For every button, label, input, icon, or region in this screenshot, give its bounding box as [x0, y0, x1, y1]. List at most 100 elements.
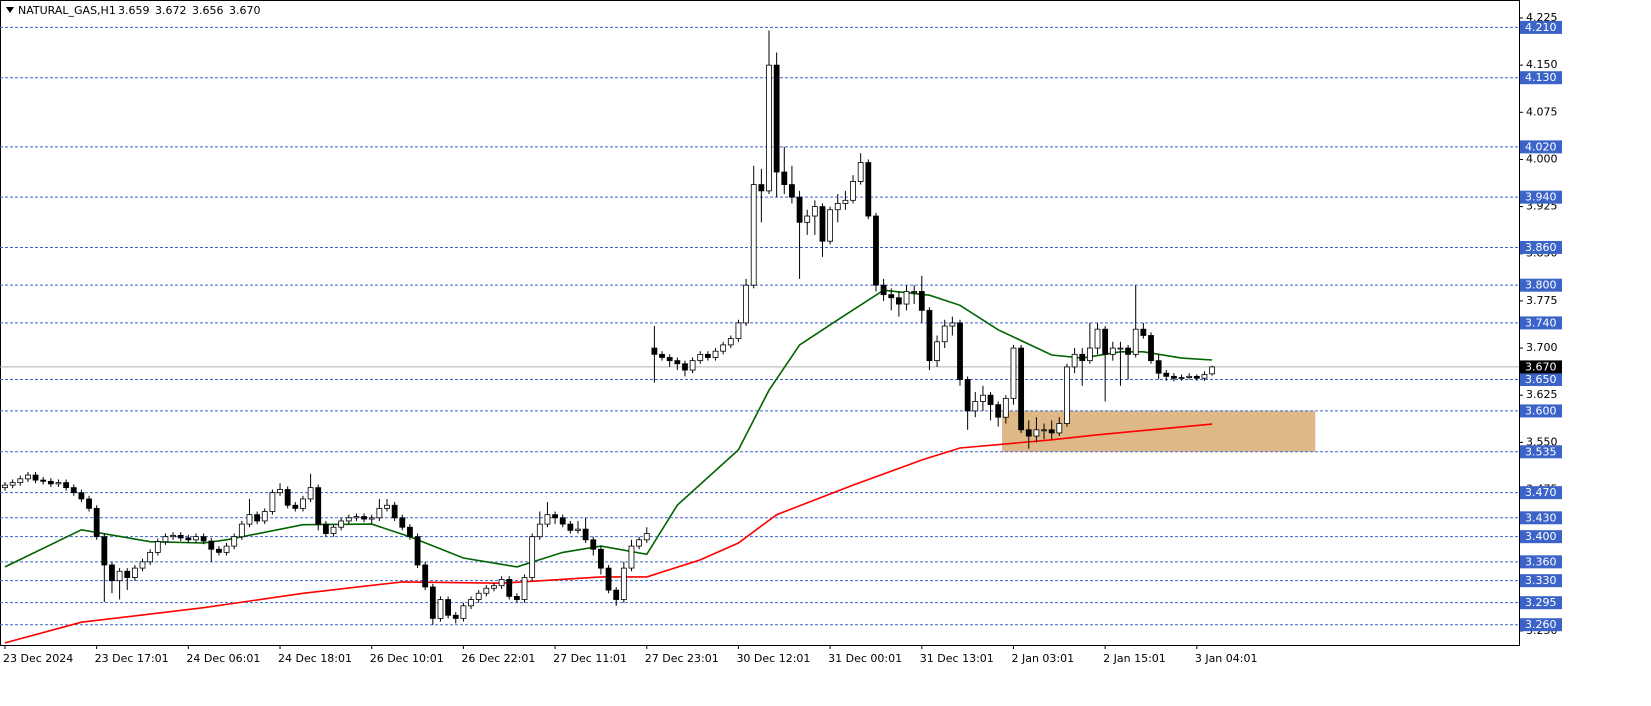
candle-body: [529, 536, 536, 578]
candle-body: [567, 523, 574, 531]
candle-body: [1125, 347, 1131, 355]
candle-body: [32, 474, 39, 481]
candle-body: [811, 206, 818, 217]
candle-body: [590, 539, 597, 550]
candle-body: [987, 394, 994, 406]
candle-body: [850, 181, 856, 201]
candle-body: [407, 526, 413, 538]
candle-body: [1033, 429, 1040, 437]
candle-body: [322, 523, 329, 534]
candle-body: [208, 540, 215, 550]
level-label: 3.470: [1525, 486, 1557, 499]
candle-body: [445, 599, 452, 616]
candle-body: [284, 489, 291, 506]
level-label-box: [1520, 71, 1562, 85]
candle-body: [995, 404, 1002, 418]
candle-body: [40, 479, 47, 482]
candle-body: [918, 291, 925, 311]
candle-body: [1041, 429, 1047, 432]
candle-body: [628, 545, 635, 569]
level-label: 3.600: [1525, 404, 1557, 417]
level-label-box: [1520, 140, 1562, 154]
candle-body: [773, 64, 780, 173]
candle-body: [544, 514, 551, 525]
candle-body: [93, 507, 100, 538]
candle-body: [47, 480, 54, 485]
level-label: 4.210: [1525, 21, 1557, 34]
candle-body: [689, 360, 696, 371]
candle-body: [376, 507, 383, 519]
candle-body: [1071, 353, 1078, 368]
level-label: 3.860: [1525, 241, 1557, 254]
candle-body: [575, 528, 581, 531]
candle-body: [521, 577, 528, 600]
candle-body: [185, 537, 192, 541]
candle-body: [116, 570, 123, 582]
level-label: 3.740: [1525, 316, 1557, 329]
quote-value: 3.670: [229, 4, 261, 17]
x-tick-label: 2 Jan 15:01: [1103, 652, 1166, 665]
candle-body: [368, 517, 375, 520]
candle-body: [804, 215, 811, 223]
candle-body: [1148, 335, 1154, 362]
candle-body: [873, 215, 879, 286]
candle-body: [1025, 429, 1032, 437]
x-tick-label: 27 Dec 11:01: [553, 652, 627, 665]
candle-body: [506, 579, 513, 597]
candle-body: [1163, 372, 1170, 377]
candle-body: [139, 561, 146, 569]
candle-body: [70, 487, 77, 494]
candle-body: [1155, 360, 1162, 374]
candle-body: [345, 517, 352, 522]
candle-body: [170, 535, 176, 538]
candle-body: [1209, 366, 1216, 375]
candle-body: [216, 548, 222, 553]
candle-body: [498, 579, 505, 587]
candle-body: [109, 564, 115, 582]
candle-body: [223, 545, 230, 553]
candle-body: [1002, 397, 1009, 418]
candle-body: [980, 394, 986, 402]
candle-body: [620, 567, 627, 600]
y-tick-label: 3.625: [1526, 388, 1558, 401]
candle-body: [307, 487, 314, 500]
candle-body: [842, 199, 849, 204]
candle-body: [1056, 423, 1063, 434]
candle-body: [712, 350, 719, 358]
candle-body: [1086, 347, 1093, 362]
candle-body: [1094, 328, 1101, 349]
candle-body: [941, 325, 948, 343]
candle-body: [934, 341, 940, 362]
y-tick-label: 3.550: [1526, 435, 1558, 448]
x-tick-label: 3 Jan 04:01: [1195, 652, 1258, 665]
candle-body: [857, 162, 864, 182]
candle-body: [1140, 328, 1147, 336]
candle-body: [17, 478, 24, 484]
candle-body: [1079, 353, 1086, 362]
y-tick-label: 4.000: [1526, 152, 1558, 165]
candle-body: [735, 322, 742, 340]
level-label: 3.360: [1525, 555, 1557, 568]
candle-body: [200, 536, 207, 542]
candle-body: [1132, 328, 1139, 355]
level-label-box: [1520, 618, 1562, 632]
candle-body: [926, 309, 933, 362]
candle-body: [269, 492, 276, 512]
candle-body: [697, 353, 704, 362]
candle-body: [277, 489, 283, 494]
level-label-box: [1520, 530, 1562, 544]
candle-body: [384, 504, 390, 509]
candle-body: [704, 353, 711, 358]
level-label-box: [1520, 596, 1562, 610]
candle-body: [475, 592, 482, 600]
candle-body: [903, 291, 910, 305]
level-label: 4.020: [1525, 140, 1557, 153]
level-label: 3.940: [1525, 191, 1557, 204]
candle-body: [682, 363, 688, 371]
candle-body: [750, 184, 757, 286]
candle-body: [25, 474, 31, 480]
candle-body: [124, 570, 131, 578]
level-label-box: [1520, 316, 1562, 330]
level-label: 3.295: [1525, 596, 1557, 609]
